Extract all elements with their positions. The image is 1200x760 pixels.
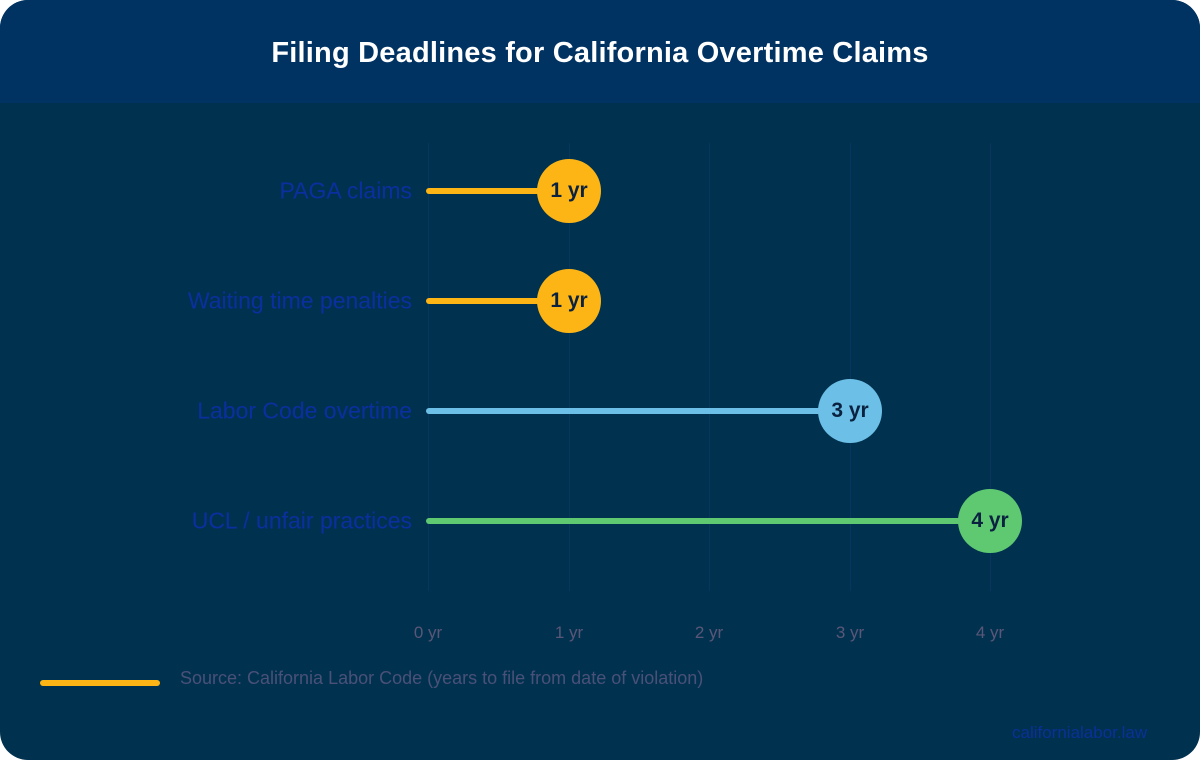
- gridline-3: [850, 143, 851, 591]
- x-tick: 4 yr: [975, 623, 1005, 642]
- bar-labor-code: [426, 408, 850, 414]
- header: Filing Deadlines for California Overtime…: [0, 0, 1200, 103]
- x-tick: 1 yr: [554, 623, 584, 642]
- bar-paga: [426, 188, 569, 194]
- value-bubble: 3 yr: [818, 379, 882, 443]
- watermark: californialabor.law: [1012, 723, 1148, 742]
- row-label: Labor Code overtime: [197, 397, 412, 424]
- value-bubble: 4 yr: [958, 489, 1022, 553]
- value-bubble: 1 yr: [537, 269, 601, 333]
- row-label: UCL / unfair practices: [191, 507, 412, 534]
- gridline-1: [569, 143, 570, 591]
- bar-waiting-time: [426, 298, 569, 304]
- x-tick: 3 yr: [835, 623, 865, 642]
- gridline-0: [428, 143, 429, 591]
- x-tick: 2 yr: [694, 623, 724, 642]
- chart-title: Filing Deadlines for California Overtime…: [271, 36, 929, 69]
- value-bubble: 1 yr: [537, 159, 601, 223]
- gridline-4: [990, 143, 991, 591]
- plot-area: PAGA claims 1 yr Waiting time penalties …: [0, 103, 1200, 760]
- legend-swatch: [40, 680, 160, 686]
- row-label: Waiting time penalties: [187, 287, 412, 314]
- legend-source-text: Source: California Labor Code (years to …: [180, 668, 704, 688]
- gridline-2: [709, 143, 710, 591]
- bar-ucl: [426, 518, 990, 524]
- x-tick: 0 yr: [413, 623, 443, 642]
- row-label: PAGA claims: [279, 177, 413, 204]
